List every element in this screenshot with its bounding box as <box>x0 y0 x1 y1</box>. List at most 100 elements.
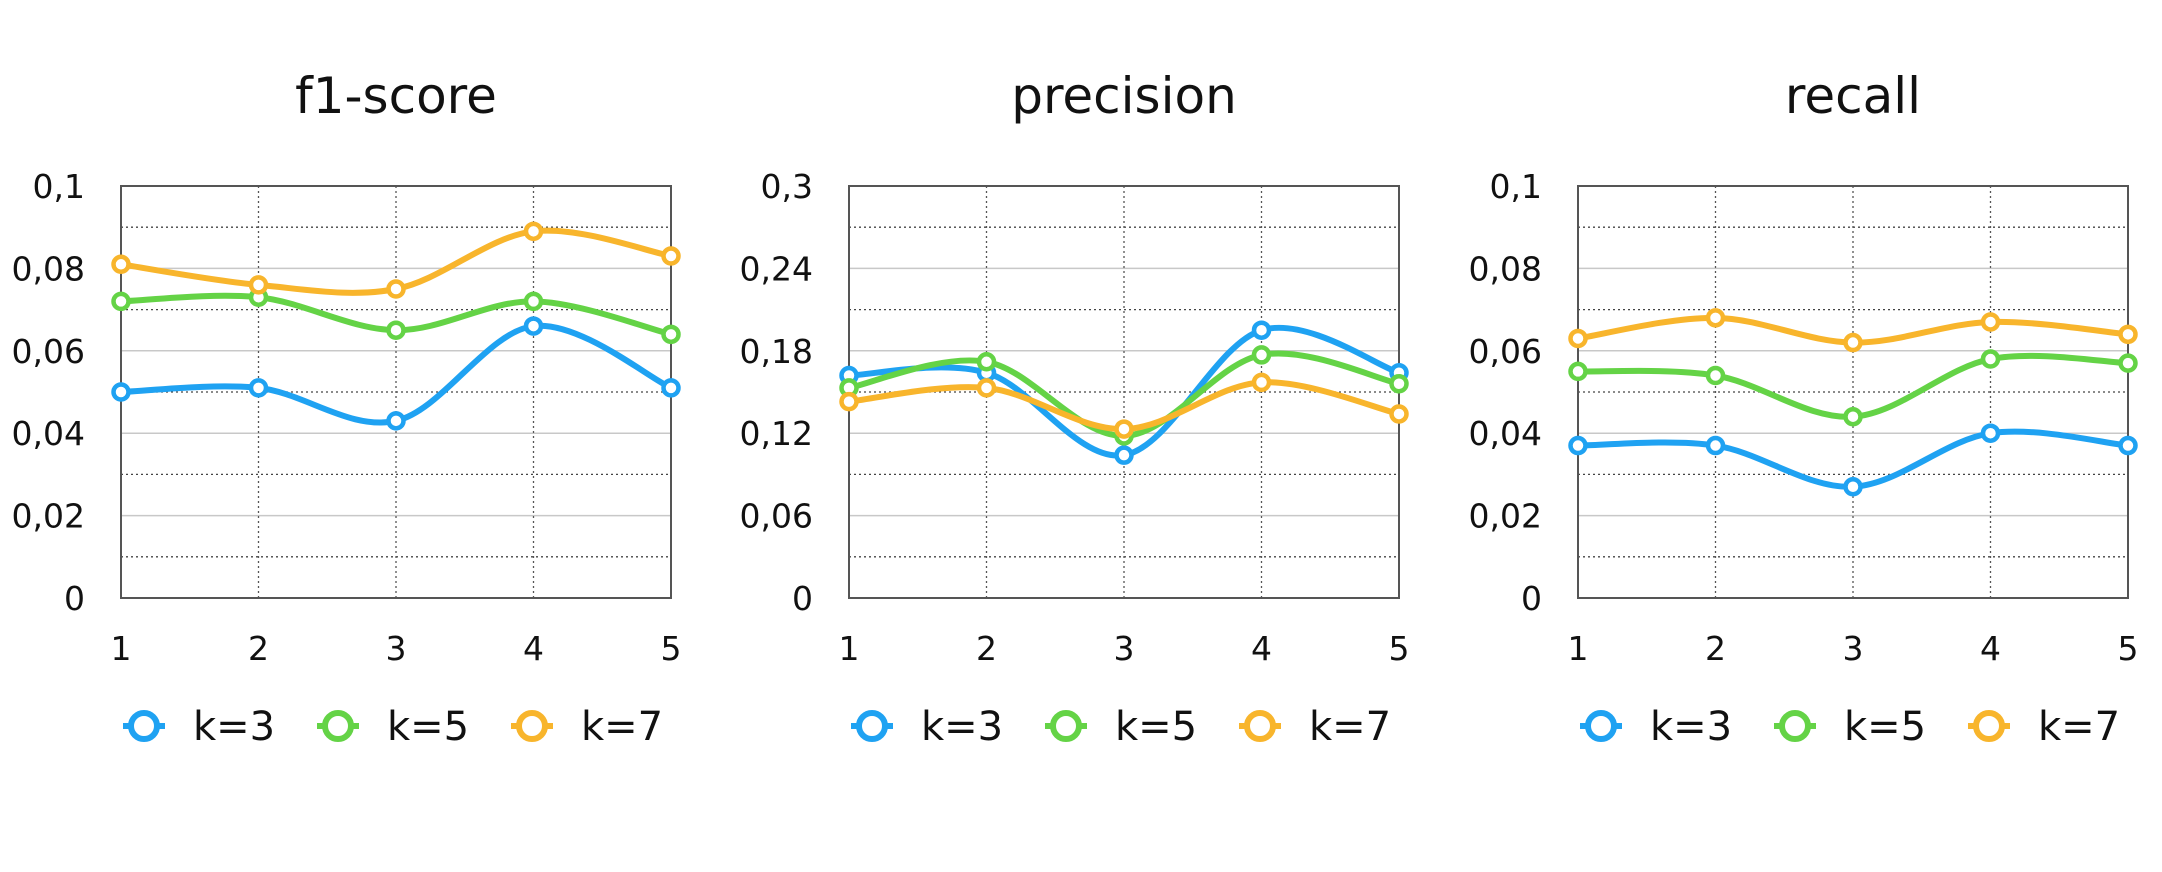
y-tick-label: 0,04 <box>1469 414 1542 453</box>
legend-marker <box>856 710 888 742</box>
legend-marker <box>516 710 548 742</box>
data-point <box>661 378 681 398</box>
y-tick-label: 0,24 <box>740 249 813 288</box>
y-tick-label: 0,18 <box>740 332 813 371</box>
x-tick-label: 3 <box>386 629 407 668</box>
x-tick-label: 4 <box>523 629 544 668</box>
data-point <box>1843 332 1863 353</box>
data-point <box>248 378 269 398</box>
data-point <box>1568 328 1588 349</box>
legend-label: k=7 <box>2038 704 2120 750</box>
y-tick-label: 0 <box>792 579 813 618</box>
legend-marker <box>1585 710 1617 742</box>
x-tick-label: 5 <box>2118 629 2139 668</box>
data-point <box>1843 406 1863 427</box>
data-point <box>1389 404 1409 424</box>
y-tick-label: 0,08 <box>1469 249 1542 288</box>
x-tick-label: 4 <box>1980 629 2001 668</box>
data-point <box>111 291 131 312</box>
plot-frame <box>1577 185 2129 599</box>
data-point <box>661 324 681 345</box>
x-tick-label: 3 <box>1114 629 1135 668</box>
x-tick-label: 5 <box>1389 629 1410 668</box>
legend-label: k=5 <box>1115 704 1197 750</box>
data-point <box>1705 435 1726 456</box>
y-tick-label: 0,06 <box>740 497 813 536</box>
y-tick-label: 0,06 <box>12 332 85 371</box>
x-tick-label: 1 <box>111 629 132 668</box>
y-tick-label: 0,02 <box>12 497 85 536</box>
legend-label: k=3 <box>193 704 275 750</box>
data-point <box>523 221 544 242</box>
data-point <box>839 391 859 412</box>
y-tick-label: 0,04 <box>12 414 85 453</box>
chart-panel-3: recall 0 0,02 0,04 0,06 0,08 0,1 1 2 3 4 5 k=3 k=5 k=7 <box>1469 67 2139 750</box>
data-point <box>1980 312 2001 332</box>
y-tick-label: 0,06 <box>1469 332 1542 371</box>
data-point <box>1980 423 2001 443</box>
y-tick-label: 0,02 <box>1469 497 1542 536</box>
data-point <box>1980 349 2001 369</box>
legend-label: k=7 <box>1309 704 1391 750</box>
x-tick-label: 2 <box>248 629 269 668</box>
series-line-k=3 <box>118 322 674 426</box>
data-point <box>1568 435 1588 456</box>
x-tick-label: 3 <box>1843 629 1864 668</box>
data-point <box>2118 435 2138 456</box>
x-tick-label: 1 <box>1568 629 1589 668</box>
legend-marker <box>1779 710 1811 742</box>
data-point <box>111 382 131 402</box>
x-tick-label: 4 <box>1251 629 1272 668</box>
x-tick-label: 2 <box>1705 629 1726 668</box>
legend: k=3 k=5 k=7 <box>851 704 1391 750</box>
chart-title: f1-score <box>295 67 497 125</box>
data-point <box>976 352 997 372</box>
chart-title: precision <box>1011 67 1237 125</box>
data-point <box>1251 345 1272 365</box>
y-tick-label: 0,1 <box>1490 167 1542 206</box>
legend-label: k=3 <box>1650 704 1732 750</box>
chart-title: recall <box>1785 67 1921 125</box>
data-point <box>523 316 544 336</box>
legend-label: k=5 <box>387 704 469 750</box>
data-point <box>523 291 544 312</box>
data-point <box>386 320 406 340</box>
y-tick-label: 0,1 <box>33 167 85 206</box>
data-point <box>248 275 269 295</box>
legend-marker <box>1050 710 1082 742</box>
legend-marker <box>322 710 354 742</box>
data-point <box>386 411 406 431</box>
data-point <box>111 254 131 275</box>
data-point <box>2118 353 2138 373</box>
y-tick-label: 0,12 <box>740 414 813 453</box>
legend-label: k=7 <box>581 704 663 750</box>
data-point <box>1843 477 1863 497</box>
y-tick-label: 0,3 <box>761 167 813 206</box>
data-point <box>1251 372 1272 393</box>
y-tick-label: 0,08 <box>12 249 85 288</box>
x-tick-label: 1 <box>839 629 860 668</box>
data-point <box>1568 361 1588 382</box>
data-point <box>661 246 681 266</box>
data-point <box>976 378 997 398</box>
data-point <box>1114 419 1134 439</box>
data-point <box>1114 445 1134 465</box>
data-point <box>386 279 406 299</box>
data-point <box>1251 320 1272 340</box>
legend-label: k=3 <box>921 704 1003 750</box>
x-tick-label: 2 <box>976 629 997 668</box>
legend-marker <box>1244 710 1276 742</box>
data-point <box>1389 374 1409 394</box>
y-tick-label: 0 <box>64 579 85 618</box>
legend-marker <box>128 710 160 742</box>
legend: k=3 k=5 k=7 <box>1580 704 2120 750</box>
legend: k=3 k=5 k=7 <box>123 704 663 750</box>
chart-panel-2: precision 0 0,06 0,12 0,18 0,24 0,3 1 2 3 4 5 k=3 k=5… <box>740 67 1410 750</box>
data-point <box>2118 324 2138 345</box>
x-tick-label: 5 <box>661 629 682 668</box>
legend-label: k=5 <box>1844 704 1926 750</box>
data-point <box>1705 365 1726 386</box>
